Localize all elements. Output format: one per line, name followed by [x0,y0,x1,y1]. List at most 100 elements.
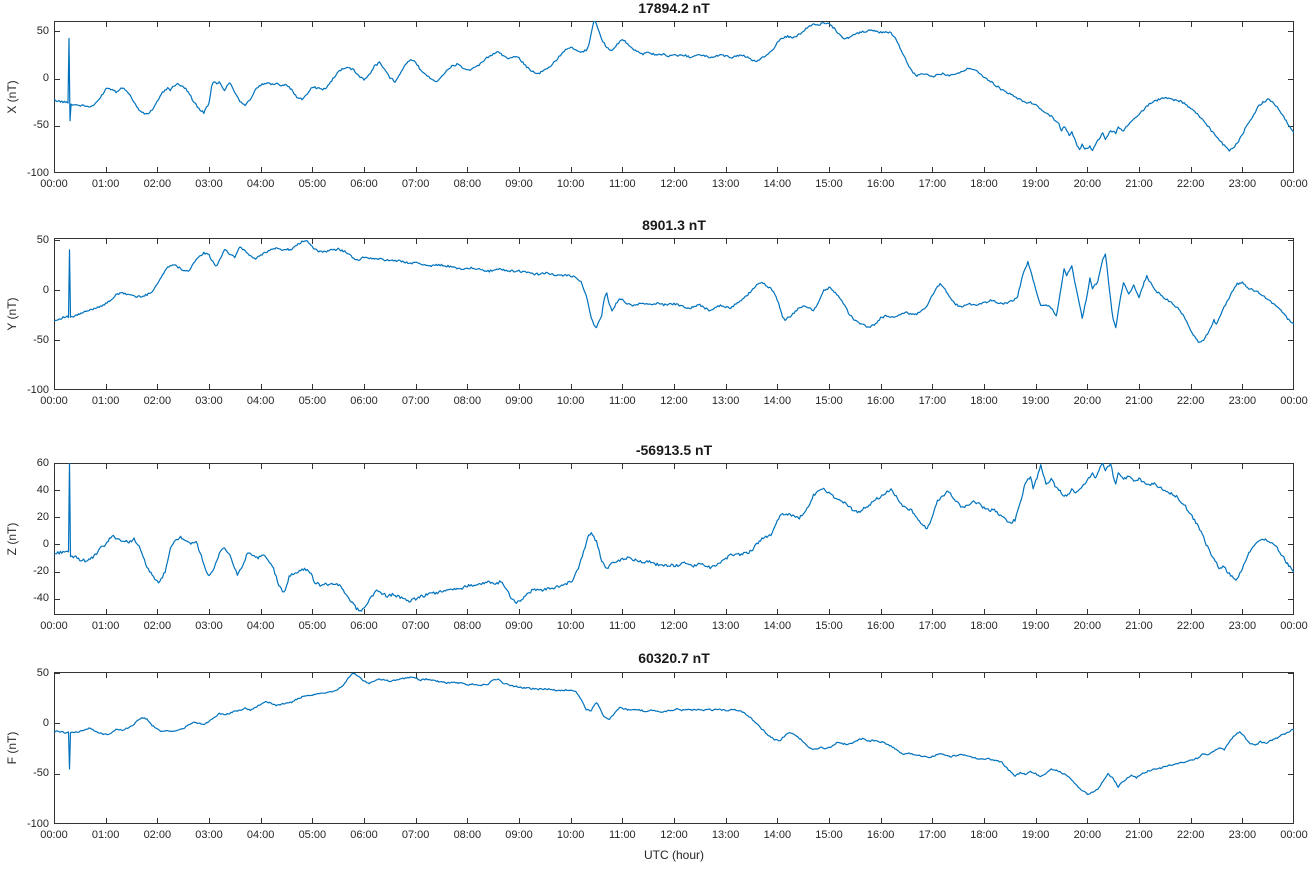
y-tick-label: 20 [36,510,49,523]
x-tick-label: 07:00 [401,829,430,841]
x-tick-label: 14:00 [763,178,792,190]
x-tick-label: 18:00 [970,178,998,190]
y-tick-label: -100 [26,166,49,179]
x-tick-label: 12:00 [660,829,688,841]
y-tick-label: 40 [36,483,49,496]
x-tick-label: 05:00 [298,620,327,632]
x-tick-label: 18:00 [970,829,998,841]
axes-box [54,463,1294,615]
x-tick-label: 21:00 [1125,829,1153,841]
x-tick-label: 08:00 [453,620,482,632]
x-tick-label: 05:00 [298,178,327,190]
x-tick-label: 00:00 [40,620,68,632]
x-tick-label: 22:00 [1176,395,1205,407]
x-tick-label: 10:00 [556,620,585,632]
plot-svg [53,20,1295,173]
tick-marks [54,673,1294,824]
x-tick-label: 00:00 [1280,620,1308,632]
x-tick-label: 06:00 [350,178,378,190]
x-tick-label: 01:00 [91,620,120,632]
y-tick-label: -20 [33,565,49,578]
x-tick-label: 22:00 [1176,620,1205,632]
y-tick-label: -50 [33,767,49,780]
y-tick-label: 50 [36,24,49,37]
x-tick-label: 04:00 [246,829,275,841]
x-tick-label: 08:00 [453,178,482,190]
x-tick-label: 18:00 [970,620,998,632]
x-tick-label: 19:00 [1021,395,1050,407]
x-tick-label: 00:00 [1280,829,1308,841]
x-tick-label: 12:00 [660,395,688,407]
x-tick-label: 05:00 [298,395,327,407]
x-tick-label: 12:00 [660,178,688,190]
x-tick-label: 21:00 [1125,395,1153,407]
axes-box [54,238,1294,390]
x-tick-label: 01:00 [91,829,120,841]
x-tick-label: 01:00 [91,178,120,190]
x-tick-label: 13:00 [711,620,740,632]
x-tick-label: 18:00 [970,395,998,407]
x-tick-label: 13:00 [711,395,740,407]
x-tick-label: 22:00 [1176,178,1205,190]
y-tick-label: 0 [42,72,49,85]
x-tick-label: 09:00 [505,395,533,407]
y-tick-label: 0 [42,283,49,296]
y-tick-label: -100 [26,817,49,830]
x-tick-label: 03:00 [195,178,223,190]
x-tick-label: 11:00 [608,395,636,407]
x-tick-label: 02:00 [143,620,172,632]
x-tick-label: 10:00 [556,178,585,190]
x-tick-label: 20:00 [1073,829,1102,841]
plot-svg [53,238,1295,390]
x-tick-label: 11:00 [608,620,636,632]
x-tick-label: 17:00 [918,829,947,841]
x-tick-label: 19:00 [1021,178,1050,190]
panel-y-ylabel: Y (nT) [5,297,19,331]
x-tick-label: 16:00 [866,829,895,841]
x-tick-label: 20:00 [1073,620,1102,632]
panel-y-plot-area [53,238,1295,390]
data-line-x-variation [53,20,1295,152]
y-tick-label: -40 [33,592,49,605]
x-tick-label: 17:00 [918,620,947,632]
x-tick-label: 09:00 [505,620,533,632]
x-tick-label: 23:00 [1228,829,1257,841]
x-tick-label: 16:00 [866,395,895,407]
x-tick-label: 05:00 [298,829,327,841]
x-tick-label: 23:00 [1228,178,1257,190]
panel-y-title: 8901.3 nT [642,217,706,233]
x-tick-label: 02:00 [143,395,172,407]
x-tick-label: 00:00 [40,178,68,190]
x-tick-label: 15:00 [815,395,843,407]
x-tick-label: 10:00 [556,829,585,841]
y-tick-label: 50 [36,666,49,679]
x-tick-label: 17:00 [918,178,947,190]
tick-marks [54,239,1294,390]
plot-svg [53,672,1295,824]
x-tick-label: 12:00 [660,620,688,632]
x-tick-label: 15:00 [815,178,843,190]
tick-marks [54,22,1294,173]
x-tick-label: 16:00 [866,620,895,632]
x-tick-label: 04:00 [246,620,275,632]
x-tick-label: 07:00 [401,620,430,632]
data-line-y-variation [53,240,1295,343]
x-tick-label: 16:00 [866,178,895,190]
x-tick-label: 09:00 [505,178,533,190]
x-tick-label: 04:00 [246,178,275,190]
x-tick-label: 04:00 [246,395,275,407]
x-tick-label: 21:00 [1125,178,1153,190]
x-tick-label: 14:00 [763,395,792,407]
x-tick-label: 21:00 [1125,620,1153,632]
x-tick-label: 20:00 [1073,178,1102,190]
x-tick-label: 13:00 [711,829,740,841]
x-tick-label: 15:00 [815,620,843,632]
x-tick-label: 06:00 [350,620,378,632]
plot-svg [53,462,1295,615]
x-tick-label: 10:00 [556,395,585,407]
axes-box [54,21,1294,173]
x-tick-label: 22:00 [1176,829,1205,841]
x-tick-label: 08:00 [453,829,482,841]
x-tick-label: 20:00 [1073,395,1102,407]
x-tick-label: 23:00 [1228,395,1257,407]
